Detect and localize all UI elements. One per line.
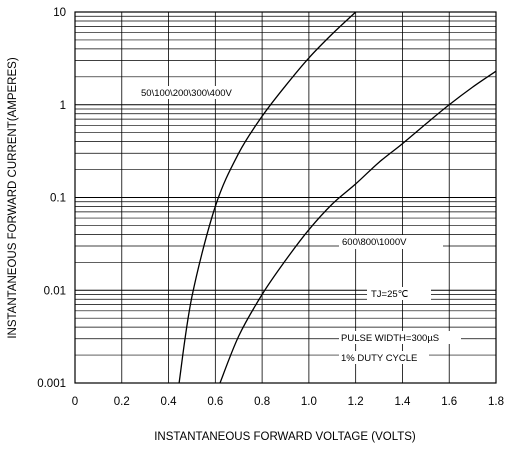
y-tick-label: 0.001 [37, 378, 66, 390]
annotation-duty-cycle: 1% DUTY CYCLE [339, 351, 429, 364]
x-tick-label: 0.6 [207, 396, 223, 408]
curves [178, 11, 497, 384]
plot-frame [74, 11, 497, 384]
y-axis-title: INSTANTANEOUS FORWARD CURRENT(AMPERES) [7, 57, 19, 339]
x-tick-label: 0.8 [254, 396, 270, 408]
x-tick-label: 0.2 [114, 396, 130, 408]
series-label-1: 50\100\200\300\400V [138, 86, 248, 99]
grid-lines [74, 12, 497, 384]
x-tick-label: 1.0 [301, 396, 317, 408]
x-tick-label: 0 [72, 396, 78, 408]
annotation-tj: TJ=25℃ [367, 287, 431, 300]
y-tick-label: 10 [53, 7, 66, 19]
x-tick-label: 1.6 [441, 396, 457, 408]
series-label-2: 600\800\1000V [339, 235, 443, 249]
x-tick-label: 1.2 [348, 396, 364, 408]
svg-text:50\100\200\300\400V: 50\100\200\300\400V [141, 88, 233, 99]
svg-text:TJ=25℃: TJ=25℃ [371, 289, 409, 300]
annotation-pulse-width: PULSE WIDTH=300µS [339, 331, 461, 344]
svg-text:PULSE WIDTH=300µS: PULSE WIDTH=300µS [341, 333, 439, 344]
x-tick-label: 1.4 [394, 396, 411, 408]
x-axis-title: INSTANTANEOUS FORWARD VOLTAGE (VOLTS) [154, 431, 416, 443]
y-tick-labels: 0.001 0.01 0.1 1 10 [37, 7, 66, 390]
y-tick-label: 0.1 [50, 193, 66, 205]
x-tick-label: 0.4 [161, 396, 178, 408]
y-tick-label: 1 [60, 100, 66, 112]
series-line-2 [219, 70, 497, 384]
x-tick-label: 1.8 [488, 396, 504, 408]
x-tick-labels: 0 0.2 0.4 0.6 0.8 1.0 1.2 1.4 1.6 1.8 [72, 396, 504, 408]
y-tick-label: 0.01 [44, 285, 66, 297]
svg-text:600\800\1000V: 600\800\1000V [342, 237, 407, 248]
series-line-1 [178, 11, 357, 384]
svg-text:1% DUTY CYCLE: 1% DUTY CYCLE [341, 353, 417, 364]
